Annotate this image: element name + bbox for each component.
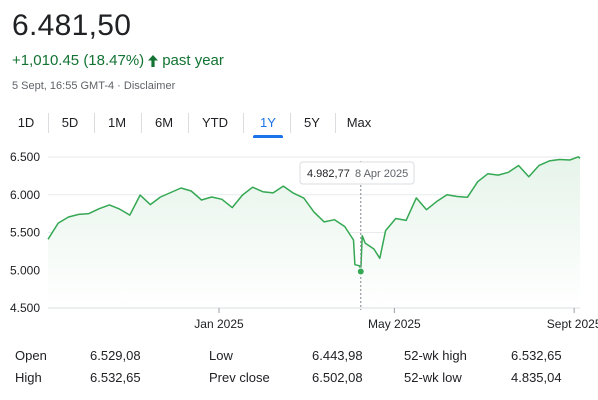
price-change: +1,010.45 (18.47%) past year [12,52,224,69]
tab-divider [335,113,336,133]
stats-table: Open 6.529,08 High 6.532,65 Low 6.443,98… [0,343,598,393]
arrow-up-icon [148,54,159,67]
y-tick-label: 5.000 [10,263,40,277]
x-tick-label: Jan 2025 [194,317,244,331]
disclaimer-link[interactable]: Disclaimer [123,80,176,92]
current-price: 6.481,50 [12,9,132,42]
tab-max[interactable]: Max [346,115,372,130]
change-period: past year [162,52,224,69]
active-tab-indicator [253,135,283,138]
stat-value-low: 6.443,98 [312,348,363,363]
tab-divider [94,113,95,133]
tab-divider [243,113,244,133]
stat-label-low: Low [209,348,233,363]
price-chart[interactable]: 6.500 6.000 5.500 5.000 4.500 Jan 2025 May 202… [0,140,598,335]
y-tick-label: 4.500 [10,301,40,315]
y-tick-label: 6.000 [10,188,40,202]
tab-1d[interactable]: 1D [17,115,35,130]
tab-1m[interactable]: 1M [107,115,127,130]
stat-label-open: Open [15,348,47,363]
stat-label-prev-close: Prev close [209,370,270,385]
stat-label-52wk-low: 52-wk low [404,370,462,385]
tab-divider [48,113,49,133]
tab-6m[interactable]: 6M [154,115,174,130]
tab-5y[interactable]: 5Y [304,115,320,130]
stat-value-52wk-high: 6.532,65 [511,348,562,363]
x-tick-label: Sept 2025 [547,317,598,331]
tab-1y[interactable]: 1Y [260,115,276,130]
tooltip-date: 8 Apr 2025 [355,168,408,180]
y-tick-label: 5.500 [10,226,40,240]
series-line [47,156,581,273]
tab-divider [188,113,189,133]
tooltip-value: 4.982,77 [307,168,350,180]
stat-value-prev-close: 6.502,08 [312,370,363,385]
price-meta: 5 Sept, 16:55 GMT-4 · Disclaimer [12,80,175,92]
stat-label-high: High [15,370,42,385]
area-fill [48,156,580,308]
y-tick-label: 6.500 [10,150,40,164]
x-tick-label: May 2025 [368,317,421,331]
timestamp: 5 Sept, 16:55 GMT-4 [12,80,115,92]
tooltip-box [299,161,415,185]
meta-separator: · [114,80,124,92]
tab-5d[interactable]: 5D [61,115,79,130]
highlight-point [356,267,365,276]
tooltip: 4.982,77 8 Apr 2025 [299,161,415,185]
tab-divider [290,113,291,133]
tab-divider [141,113,142,133]
change-value: +1,010.45 (18.47%) [12,52,145,69]
stat-label-52wk-high: 52-wk high [404,348,467,363]
stat-value-52wk-low: 4.835,04 [511,370,562,385]
stat-value-high: 6.532,65 [90,370,141,385]
stat-value-open: 6.529,08 [90,348,141,363]
tab-ytd[interactable]: YTD [202,115,228,130]
